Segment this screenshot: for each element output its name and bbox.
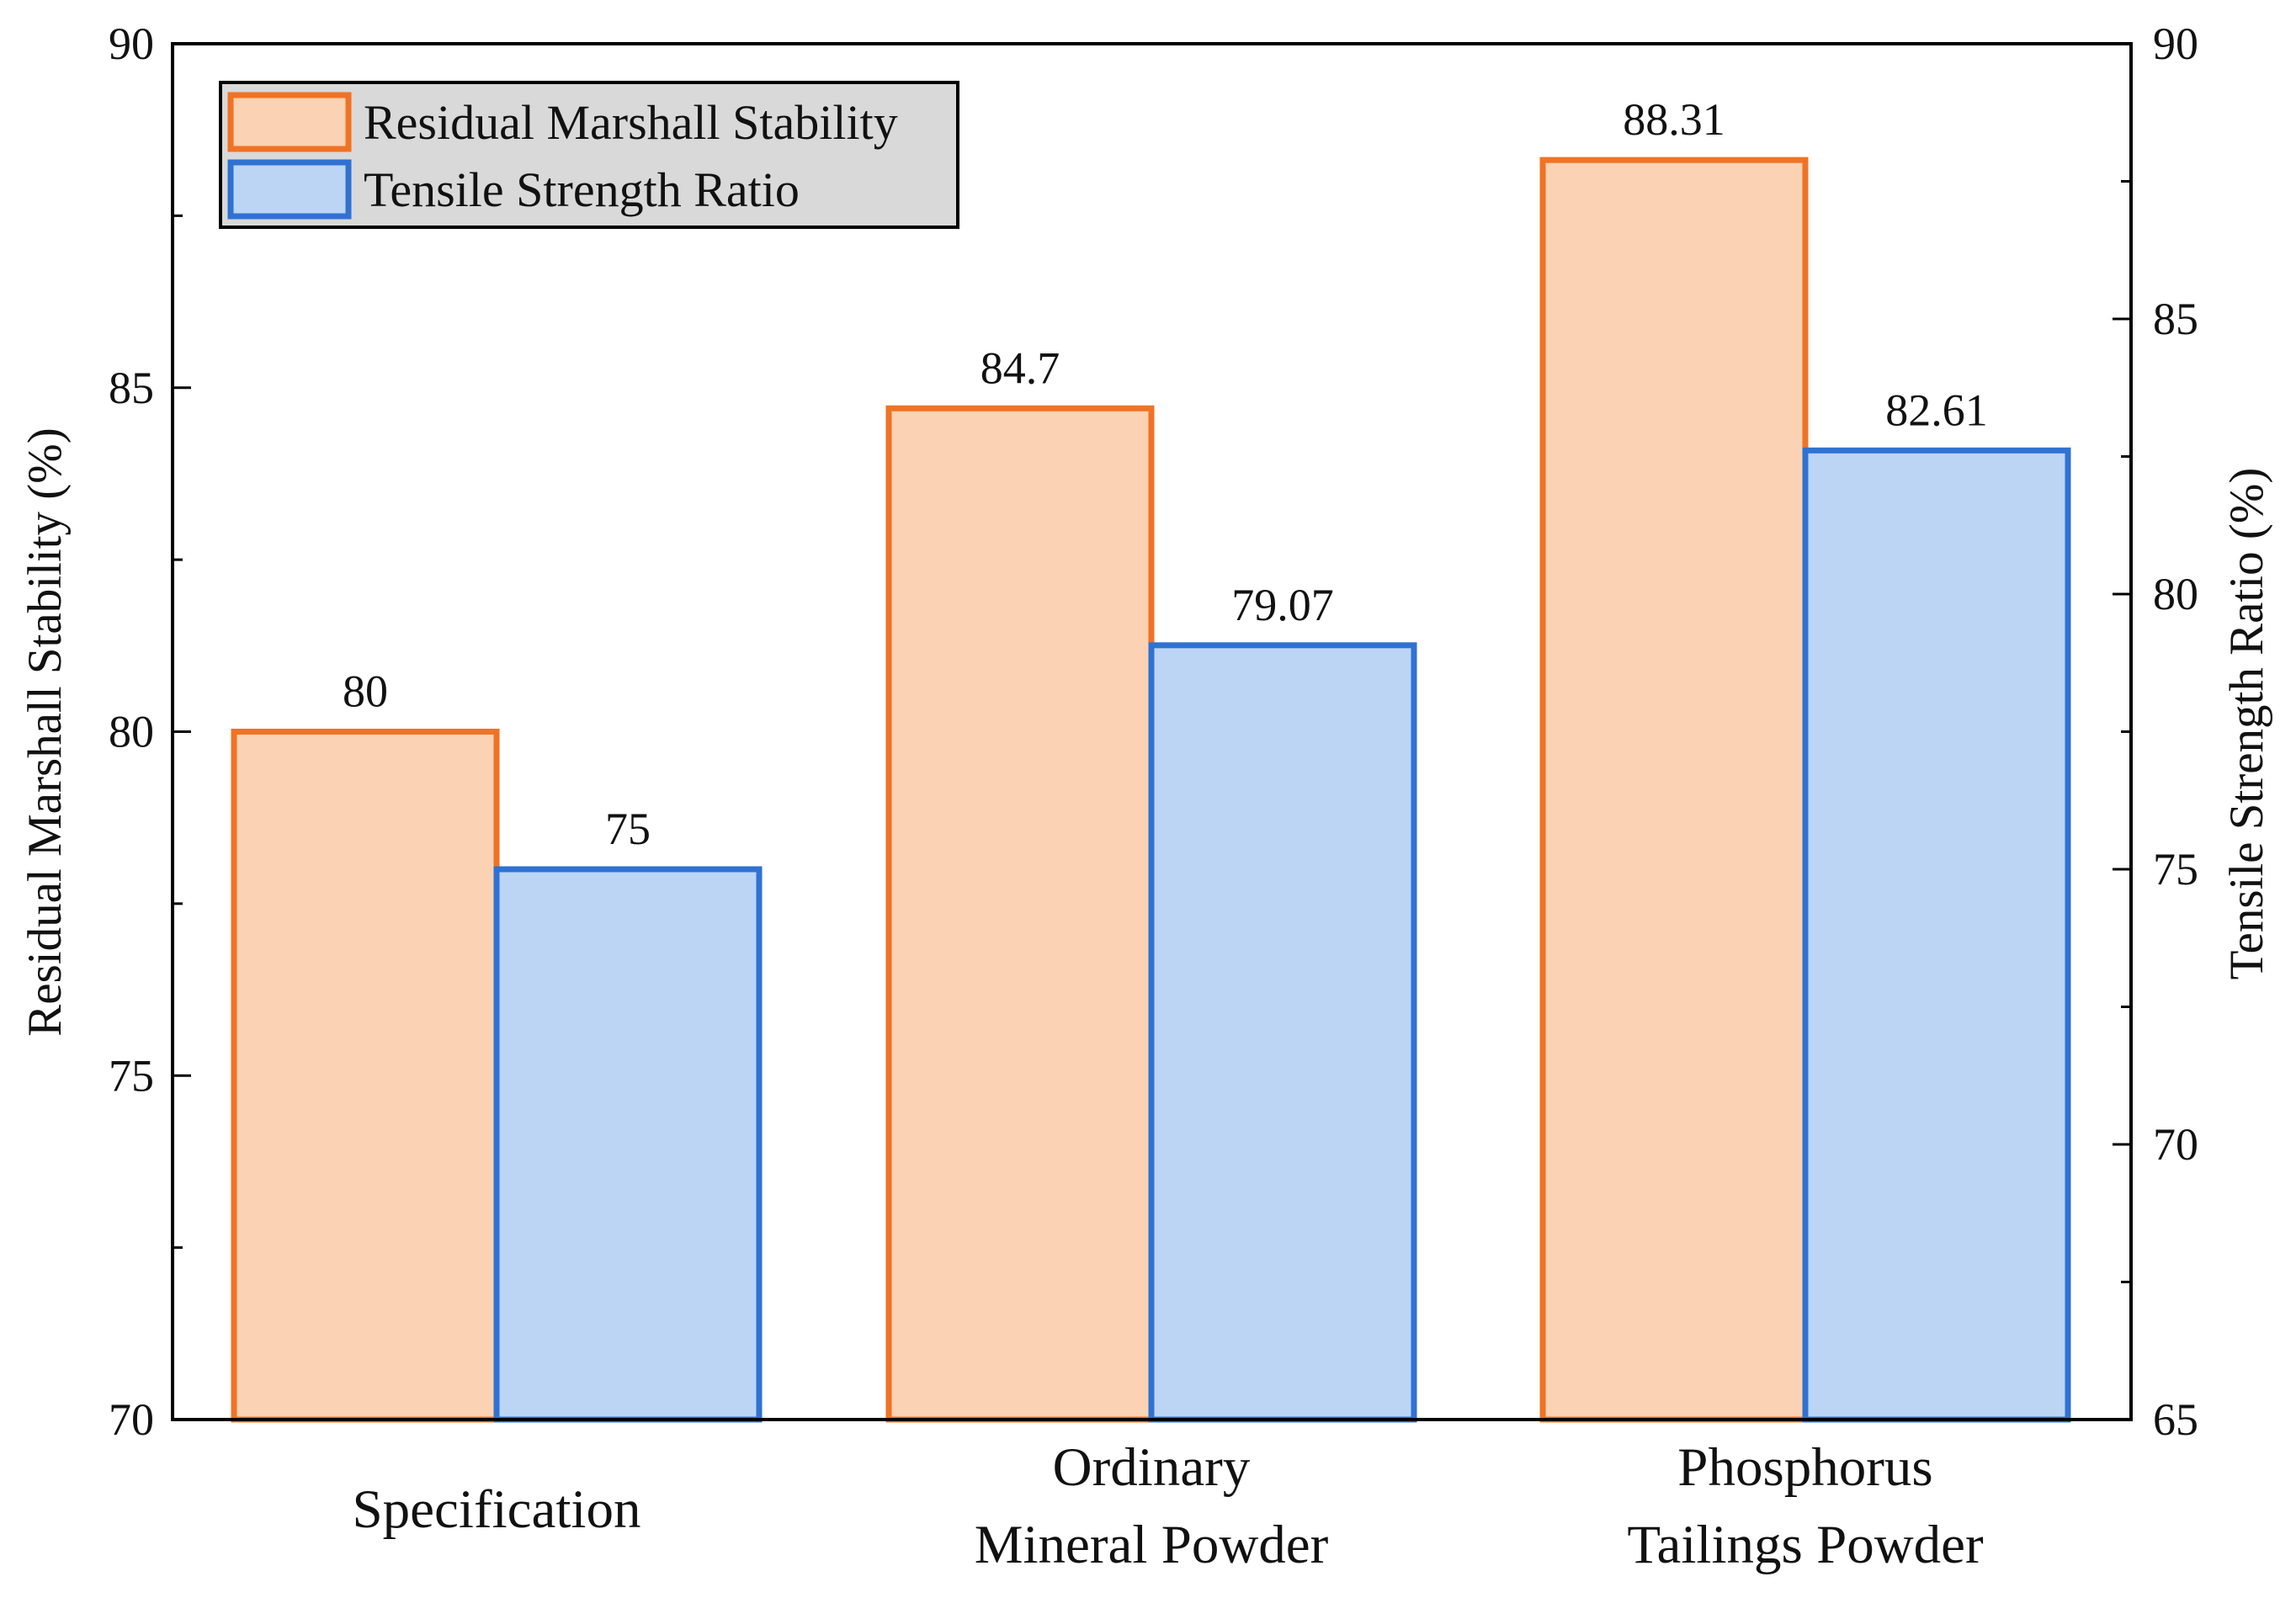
data-label-marshall-2: 88.31	[1623, 94, 1725, 145]
right-tick-label: 75	[2153, 844, 2198, 894]
left-tick-label: 70	[109, 1394, 154, 1445]
data-label-tsr-2: 82.61	[1885, 385, 1988, 435]
left-tick-label: 80	[109, 707, 154, 757]
right-tick-label: 65	[2153, 1394, 2198, 1445]
bar-tsr-2	[1802, 447, 2071, 1423]
bars-layer	[231, 157, 2071, 1423]
left-axis-title: Residual Marshall Stability (%)	[19, 427, 72, 1036]
ticks-layer	[173, 180, 2131, 1283]
data-label-marshall-0: 80	[343, 666, 388, 717]
bar-marshall-0	[231, 729, 500, 1423]
legend-label-marshall: Residual Marshall Stability	[364, 95, 898, 150]
category-label-1: Ordinary	[1053, 1437, 1251, 1498]
bar-tsr-1	[1148, 642, 1417, 1423]
data-label-tsr-0: 75	[605, 804, 651, 854]
legend: Residual Marshall Stability Tensile Stren…	[219, 81, 959, 229]
category-label-0: Specification	[353, 1479, 641, 1540]
category-label-1: Mineral Powder	[975, 1515, 1329, 1575]
data-label-tsr-1: 79.07	[1231, 580, 1334, 630]
legend-swatch-tsr	[227, 159, 352, 220]
left-tick-label: 75	[109, 1050, 154, 1101]
bar-tsr-0	[493, 866, 763, 1423]
data-label-marshall-1: 84.7	[981, 342, 1060, 393]
right-tick-label: 85	[2153, 294, 2198, 344]
labels-layer: 80 84.7 88.31 75 79.07 82.61 70 75 80 85 90 65 70 75 8…	[19, 19, 2273, 1575]
category-label-2: Phosphorus	[1677, 1437, 1932, 1498]
category-label-2: Tailings Powder	[1627, 1515, 1984, 1575]
bar-marshall-2	[1539, 157, 1809, 1423]
right-tick-label: 80	[2153, 569, 2198, 619]
bar-marshall-1	[885, 405, 1155, 1423]
right-axis-title: Tensile Strength Ratio (%)	[2220, 468, 2273, 980]
left-tick-label: 85	[109, 363, 154, 413]
left-tick-label: 90	[109, 19, 154, 69]
right-tick-label: 90	[2153, 19, 2198, 69]
legend-label-tsr: Tensile Strength Ratio	[364, 162, 800, 217]
legend-swatch-marshall	[227, 92, 352, 152]
right-tick-label: 70	[2153, 1119, 2198, 1170]
